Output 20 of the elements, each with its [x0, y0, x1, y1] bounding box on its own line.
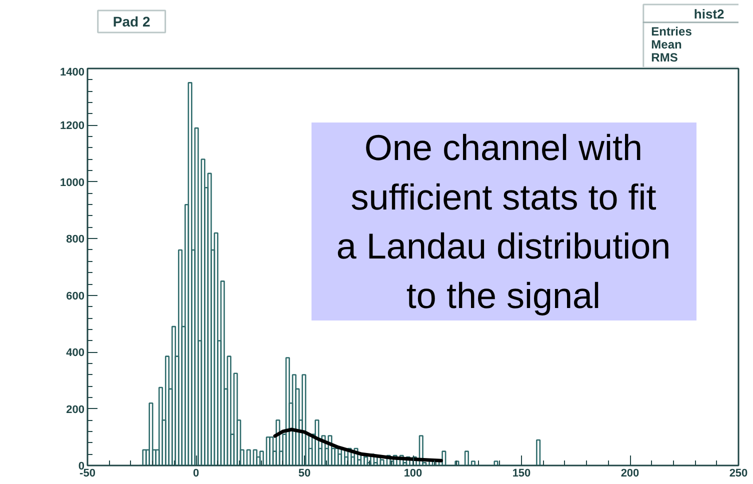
annotation: One channel with sufficient stats to fit a Landau distribution to the signal	[336, 127, 671, 316]
chart-title: Pad 2	[112, 14, 150, 30]
x-tick-label: 100	[404, 468, 422, 480]
x-tick-label: 150	[512, 468, 531, 480]
y-tick-label: 1000	[60, 176, 85, 189]
x-tick-label: 200	[620, 468, 640, 480]
y-tick-label: 600	[66, 290, 85, 302]
y-tick-label: 1400	[60, 66, 85, 78]
x-tick-label: 250	[729, 468, 748, 480]
text: RMS	[651, 50, 678, 64]
y-tick-label: 800	[66, 234, 85, 246]
text: hist2	[694, 6, 724, 22]
y-tick-label: 1200	[60, 120, 85, 132]
y-tick-label: 200	[66, 404, 85, 416]
y-tick-label: 400	[66, 347, 85, 360]
x-tick-label: -50	[80, 468, 96, 480]
text: Mean	[651, 38, 682, 52]
text: Entries	[651, 24, 692, 38]
x-tick-label: 0	[192, 468, 200, 480]
x-tick-label: 50	[298, 468, 311, 480]
